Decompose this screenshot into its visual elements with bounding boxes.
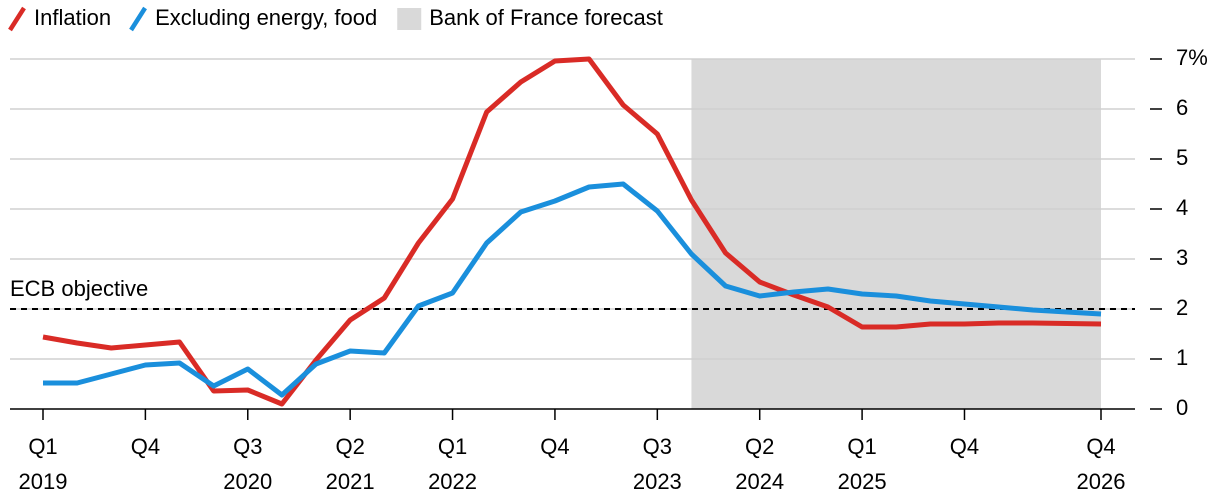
x-year-label: 2023 [633, 469, 682, 494]
x-year-label: 2025 [838, 469, 887, 494]
x-year-label: 2022 [428, 469, 477, 494]
legend-label: Inflation [34, 5, 111, 30]
x-tick-label: Q4 [1086, 434, 1115, 459]
legend-label: Bank of France forecast [429, 5, 663, 30]
legend-swatch [129, 6, 147, 32]
y-tick-label: 1 [1176, 345, 1188, 370]
x-year-label: 2024 [735, 469, 784, 494]
x-tick-label: Q1 [438, 434, 467, 459]
x-tick-label: Q4 [950, 434, 979, 459]
y-tick-label: 5 [1176, 145, 1188, 170]
y-tick-label: 4 [1176, 195, 1188, 220]
forecast-band [691, 59, 1101, 409]
legend-label: Excluding energy, food [155, 5, 377, 30]
legend-swatch [397, 8, 422, 30]
series-line [43, 181, 1102, 398]
x-tick-label: Q2 [335, 434, 364, 459]
x-year-label: 2021 [326, 469, 375, 494]
y-tick-label: 3 [1176, 245, 1188, 270]
x-year-label: 2019 [19, 469, 68, 494]
x-tick-label: Q1 [28, 434, 57, 459]
x-tick-label: Q2 [745, 434, 774, 459]
x-tick-label: Q4 [540, 434, 569, 459]
x-tick-label: Q1 [847, 434, 876, 459]
series-line [42, 56, 1102, 407]
y-tick-label: 2 [1176, 295, 1188, 320]
legend-swatch [8, 6, 26, 32]
y-tick-label: 7% [1176, 45, 1208, 70]
x-tick-label: Q3 [643, 434, 672, 459]
x-year-label: 2026 [1077, 469, 1126, 494]
y-tick-label: 6 [1176, 95, 1188, 120]
x-tick-label: Q4 [131, 434, 160, 459]
x-year-label: 2020 [223, 469, 272, 494]
y-tick-label: 0 [1176, 395, 1188, 420]
x-tick-label: Q3 [233, 434, 262, 459]
reference-label: ECB objective [10, 276, 148, 301]
